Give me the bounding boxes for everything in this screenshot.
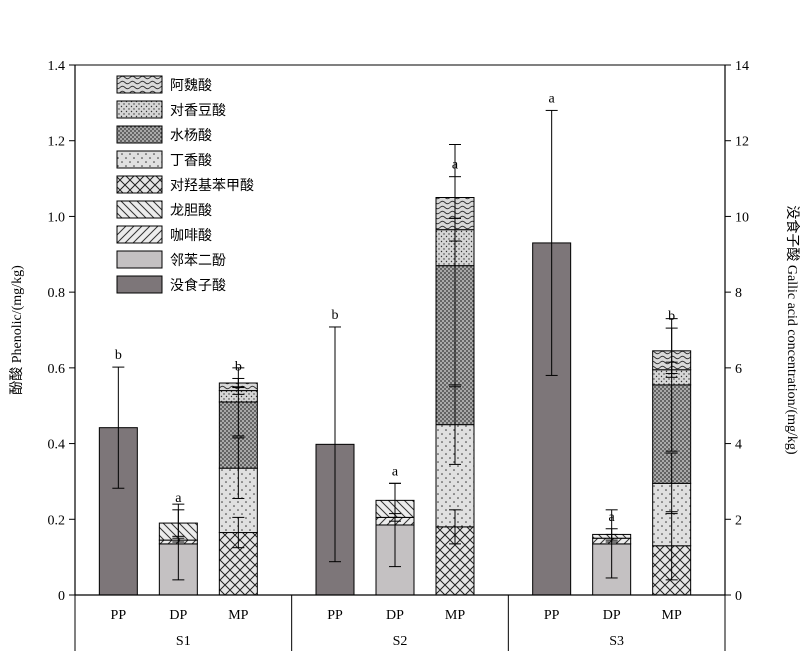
group-label-S1: S1 [176,634,191,649]
x-tick-label-S3-MP: MP [662,608,682,623]
error-bars-layer [112,109,678,581]
legend-label: 咖啡酸 [170,228,212,244]
x-tick-label-S1-PP: PP [111,608,127,623]
group-label-S2: S2 [393,634,408,649]
x-tick-label-S2-PP: PP [327,608,343,623]
x-tick-label-S3-PP: PP [544,608,560,623]
x-tick-label-S1-DP: DP [169,608,187,623]
legend-swatch [116,175,163,194]
significance-letter-S1-PP: b [115,348,122,363]
y-left-tick-label: 0.4 [48,438,66,453]
labels-layer: b a b b a a a a b [115,91,675,524]
legend-label: 没食子酸 [170,277,226,294]
legend-swatch [116,100,163,119]
y-axis-left-title: 酚酸 Phenolic/(mg/kg) [9,265,25,395]
legend-label: 对羟基苯甲酸 [170,177,254,194]
y-left-tick-label: 1.2 [48,135,66,150]
legend-swatch [116,125,163,144]
y-right-tick-label: 8 [735,286,742,301]
legend-label: 龙胆酸 [170,203,212,219]
legend-swatch [116,275,163,294]
legend-swatch [116,75,163,94]
legend-label: 邻苯二酚 [170,252,226,269]
y-axis-right-title: 没食子酸 Gallic acid concentration/(mg/kg) [784,205,800,455]
y-right-tick-label: 2 [735,513,742,528]
significance-letter-S3-PP: a [549,91,556,106]
legend-label: 阿魏酸 [170,78,212,94]
y-left-tick-label: 0.2 [48,513,66,528]
group-label-S3: S3 [609,634,624,649]
y-right-tick-label: 14 [735,59,749,74]
x-tick-label-S2-MP: MP [445,608,465,623]
legend-label: 对香豆酸 [170,103,226,119]
legend-swatch [116,225,163,244]
y-left-tick-label: 0.6 [48,362,66,377]
y-left-tick-label: 0 [58,589,65,604]
y-right-tick-label: 10 [735,210,749,225]
x-tick-label-S2-DP: DP [386,608,404,623]
significance-letter-S3-MP: b [668,309,675,324]
legend-label: 水杨酸 [170,128,212,144]
y-right-tick-label: 0 [735,589,742,604]
significance-letter-S1-DP: a [175,491,182,506]
significance-letter-S1-MP: b [235,359,242,374]
y-left-tick-label: 1.0 [48,210,66,225]
y-left-tick-label: 1.4 [48,59,66,74]
significance-letter-S3-DP: a [609,510,616,525]
y-left-tick-label: 0.8 [48,286,66,301]
legend-swatch [116,250,163,269]
y-right-tick-label: 12 [735,135,749,150]
legend-swatch [116,200,163,219]
legend-label: 丁香酸 [170,153,212,169]
x-tick-label-S3-DP: DP [603,608,621,623]
y-right-tick-label: 6 [735,362,742,377]
x-tick-label-S1-MP: MP [228,608,248,623]
significance-letter-S2-PP: b [332,308,339,323]
legend-swatch [116,150,163,169]
y-right-tick-label: 4 [735,438,742,453]
axes-layer: 0 0.2 0.4 0.6 0.8 1.0 1.2 1.4 0 2 4 6 8 10 12 14 PP DP MP S… [9,59,800,651]
bars-layer [98,197,692,596]
significance-letter-S2-MP: a [452,158,459,173]
significance-letter-S2-DP: a [392,464,399,479]
